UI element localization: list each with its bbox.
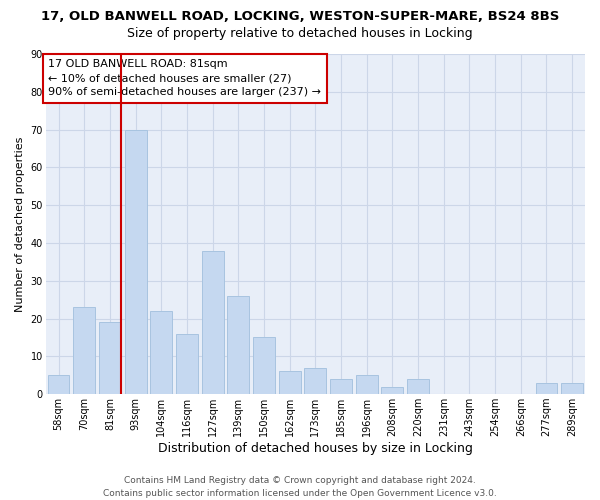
Text: 17, OLD BANWELL ROAD, LOCKING, WESTON-SUPER-MARE, BS24 8BS: 17, OLD BANWELL ROAD, LOCKING, WESTON-SU…	[41, 10, 559, 23]
Bar	[73, 307, 95, 394]
Bar	[330, 379, 352, 394]
Bar	[382, 386, 403, 394]
Bar	[125, 130, 146, 394]
Text: Size of property relative to detached houses in Locking: Size of property relative to detached ho…	[127, 28, 473, 40]
Bar	[356, 376, 377, 394]
Text: Contains HM Land Registry data © Crown copyright and database right 2024.
Contai: Contains HM Land Registry data © Crown c…	[103, 476, 497, 498]
Bar	[304, 368, 326, 394]
Bar	[253, 338, 275, 394]
Bar	[151, 311, 172, 394]
Bar	[407, 379, 429, 394]
Bar	[99, 322, 121, 394]
Bar	[536, 383, 557, 394]
Bar	[561, 383, 583, 394]
Y-axis label: Number of detached properties: Number of detached properties	[15, 136, 25, 312]
Bar	[227, 296, 249, 394]
Text: 17 OLD BANWELL ROAD: 81sqm
← 10% of detached houses are smaller (27)
90% of semi: 17 OLD BANWELL ROAD: 81sqm ← 10% of deta…	[49, 59, 322, 97]
Bar	[279, 372, 301, 394]
Bar	[176, 334, 198, 394]
Bar	[202, 250, 224, 394]
X-axis label: Distribution of detached houses by size in Locking: Distribution of detached houses by size …	[158, 442, 473, 455]
Bar	[47, 376, 70, 394]
